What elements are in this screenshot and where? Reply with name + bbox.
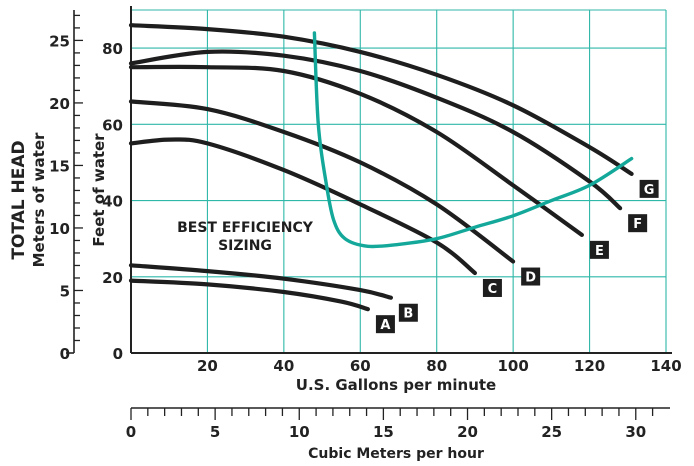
series-tag-label-b: B [403, 307, 413, 322]
series-tag-label-g: G [644, 183, 655, 198]
secondary-x-tick-label-10: 10 [289, 423, 310, 441]
series-tag-box-g [639, 179, 659, 198]
series-tag-b: B [398, 303, 418, 322]
annotation-line1: BEST EFFICIENCY [177, 220, 314, 236]
series-tag-label-e: E [595, 244, 604, 259]
secondary-x-tick-label-20: 20 [457, 423, 478, 441]
series-tag-box-d [521, 267, 541, 286]
series-tag-g: G [639, 179, 659, 198]
series-line-a [128, 278, 370, 312]
series-tag-box-b [398, 303, 418, 322]
series-line-b [128, 263, 393, 300]
secondary-y-tick-label-15: 15 [49, 157, 70, 175]
series-tag-label-a: A [380, 318, 390, 333]
series-tag-d: D [521, 267, 541, 286]
secondary-x-title: Cubic Meters per hour [308, 446, 484, 462]
series-tag-label-c: C [488, 282, 498, 297]
y-tick-label-40: 40 [102, 193, 123, 211]
secondary-y-axis: 0 5 10 15 20 25 [49, 10, 83, 363]
x-tick-label-40: 40 [273, 357, 294, 375]
curve-tags: AB C D E F G [375, 179, 659, 334]
secondary-x-axis: 0 5 10 15 20 25 30 [126, 407, 670, 441]
series-tag-label-f: F [633, 217, 642, 232]
efficiency-curve [312, 31, 634, 249]
x-tick-label-60: 60 [350, 357, 371, 375]
secondary-x-tick-label-30: 30 [625, 423, 646, 441]
primary-x-title: U.S. Gallons per minute [296, 376, 496, 394]
y-tick-label-0: 0 [113, 345, 123, 363]
series-line-f [128, 49, 623, 211]
series-line-d [128, 99, 516, 264]
secondary-y-title-line1: TOTAL HEAD [9, 140, 29, 259]
series-tag-box-e [589, 240, 609, 259]
secondary-x-tick-label-15: 15 [373, 423, 394, 441]
series-tag-box-f [628, 214, 648, 233]
secondary-y-tick-label-10: 10 [49, 220, 70, 238]
secondary-x-tick-label-25: 25 [541, 423, 562, 441]
secondary-y-tick-label-25: 25 [49, 32, 70, 50]
pump-curves [128, 23, 634, 312]
y-tick-label-80: 80 [102, 40, 123, 58]
secondary-y-tick-label-0: 0 [60, 345, 70, 363]
secondary-x-tick-label-5: 5 [210, 423, 220, 441]
series-tag-label-d: D [525, 271, 536, 286]
primary-y-title: Feet of water [90, 133, 108, 247]
x-tick-label-120: 120 [574, 357, 605, 375]
secondary-x-tick-label-0: 0 [126, 423, 136, 441]
y-tick-label-20: 20 [102, 269, 123, 287]
series-tag-a: A [375, 315, 395, 334]
secondary-y-title-line2: Meters of water [30, 132, 48, 267]
series-tag-e: E [589, 240, 609, 259]
secondary-y-tick-label-5: 5 [60, 282, 70, 300]
series-tag-f: F [628, 214, 648, 233]
series-line-e [128, 64, 584, 237]
annotation-line2: SIZING [218, 238, 272, 254]
series-tag-c: C [482, 278, 502, 297]
efficiency-curve-group [312, 31, 634, 249]
series-line-g [128, 23, 634, 176]
series-tag-box-c [482, 278, 502, 297]
y-tick-label-60: 60 [102, 116, 123, 134]
x-tick-label-20: 20 [197, 357, 218, 375]
series-tag-box-a [375, 315, 395, 334]
series-line-c [128, 137, 477, 276]
x-tick-label-140: 140 [650, 357, 681, 375]
x-tick-label-100: 100 [497, 357, 528, 375]
x-tick-label-80: 80 [426, 357, 447, 375]
secondary-y-tick-label-20: 20 [49, 95, 70, 113]
